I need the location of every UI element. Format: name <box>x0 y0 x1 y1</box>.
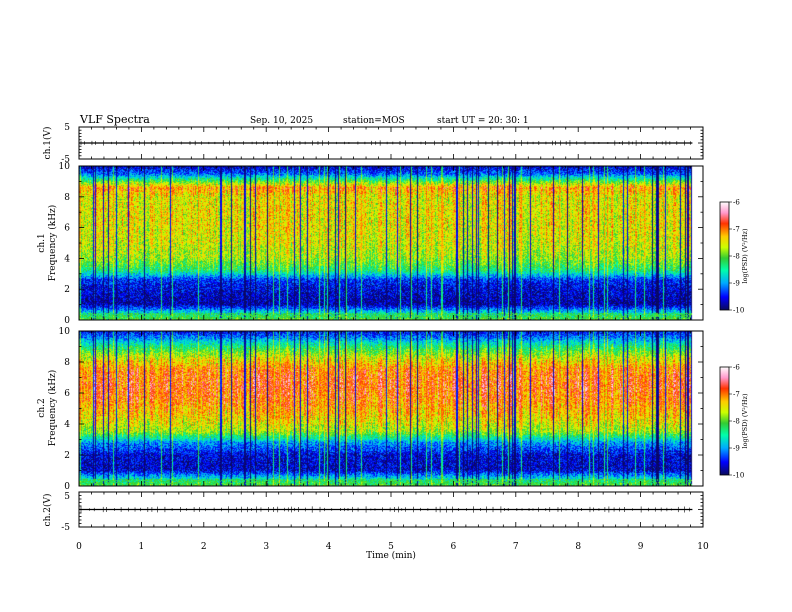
waveform-ch1-ylabel: ch.1(V) <box>42 127 53 160</box>
time-tick-label: 7 <box>513 542 519 552</box>
header-station: station=MOS <box>343 116 405 126</box>
spectrogram-ch2-ticks <box>78 330 704 487</box>
waveform-panel-ch2: 5 -5 ch.2(V) <box>42 491 704 533</box>
spectrogram-ch1-ticks <box>78 165 704 321</box>
time-tick-label: 10 <box>697 542 709 552</box>
x-axis-label: Time (min) <box>366 550 416 561</box>
colorbar-tick-label: -8 <box>733 253 740 261</box>
waveform-ch2-trace <box>79 506 693 513</box>
time-tick-label: 0 <box>76 542 82 552</box>
header-start-ut: start UT = 20: 30: 1 <box>437 116 529 126</box>
colorbar-tick-label: -6 <box>733 364 740 372</box>
frequency-tick-label: 0 <box>64 482 70 492</box>
colorbar-tick-label: -9 <box>733 445 740 453</box>
spectrogram-ch2-ytick-labels: 0 2 4 6 8 10 <box>59 327 71 492</box>
spectrogram-ch1-ytick-labels: 0 2 4 6 8 10 <box>59 162 71 326</box>
colorbar-tick-label: -6 <box>733 199 740 207</box>
spectrogram-ch2-ylabel-frequency: Frequency (kHz) <box>47 370 58 447</box>
waveform-ch2-ylabel: ch.2(V) <box>42 494 53 527</box>
colorbar-ch1-ticks: -6 -7 -8 -9 -10 <box>729 199 744 315</box>
spectrogram-panel-ch1: 0 2 4 6 8 10 ch.1 Frequency (kHz) -6 -7 -8 -9 -10… <box>37 162 749 326</box>
waveform-ch1-ytick-bottom: -5 <box>61 155 70 165</box>
waveform-ch2-ytick-bottom: -5 <box>61 523 70 533</box>
time-tick-label: 2 <box>201 542 207 552</box>
frequency-tick-label: 6 <box>64 224 70 234</box>
waveform-ch1-ticks <box>78 126 704 160</box>
colorbar-ch2-ticks: -6 -7 -8 -9 -10 <box>729 364 744 480</box>
time-tick-label: 5 <box>388 542 394 552</box>
colorbar-tick-label: -7 <box>733 226 740 234</box>
frequency-tick-label: 8 <box>64 193 70 203</box>
colorbar-tick-label: -9 <box>733 280 740 288</box>
colorbar-tick-label: -10 <box>733 307 744 315</box>
frequency-tick-label: 6 <box>64 389 70 399</box>
spectrogram-ch1-canvas <box>79 166 703 320</box>
spectrogram-ch1-ylabel-frequency: Frequency (kHz) <box>47 205 58 282</box>
waveform-ch1-trace <box>79 140 693 146</box>
time-tick-label: 1 <box>139 542 145 552</box>
time-tick-label: 8 <box>575 542 581 552</box>
header-date: Sep. 10, 2025 <box>250 116 313 126</box>
spectrogram-panel-ch2: 0 2 4 6 8 10 ch.2 Frequency (kHz) -6 -7 -8 -9 -10… <box>37 327 749 492</box>
spectrogram-ch1-area <box>79 166 703 320</box>
frequency-tick-label: 10 <box>59 327 71 337</box>
frequency-tick-label: 2 <box>64 285 70 295</box>
colorbar-tick-label: -7 <box>733 391 740 399</box>
time-tick-label: 3 <box>263 542 269 552</box>
frequency-tick-label: 8 <box>64 358 70 368</box>
time-tick-label: 9 <box>638 542 644 552</box>
colorbar-ch2 <box>719 366 730 476</box>
time-tick-label: 4 <box>326 542 332 552</box>
waveform-ch2-ytick-top: 5 <box>64 492 70 502</box>
frequency-tick-label: 4 <box>64 254 70 264</box>
colorbar-tick-label: -8 <box>733 418 740 426</box>
frequency-tick-label: 10 <box>59 162 71 172</box>
waveform-panel-ch1: 5 -5 ch.1(V) <box>42 123 704 165</box>
spectrogram-ch1-ylabel-channel: ch.1 <box>37 233 47 252</box>
time-tick-label: 6 <box>451 542 457 552</box>
spectrogram-ch2-area <box>79 331 703 486</box>
frequency-tick-label: 2 <box>64 451 70 461</box>
frequency-tick-label: 4 <box>64 420 70 430</box>
frequency-tick-label: 0 <box>64 316 70 326</box>
figure-title: VLF Spectra <box>79 113 150 126</box>
spectrogram-ch2-canvas <box>79 331 703 486</box>
waveform-ch1-ytick-top: 5 <box>64 123 70 133</box>
waveform-ch2-ticks <box>78 491 704 528</box>
x-axis-tick-labels: 0 1 2 3 4 5 6 7 8 9 10 <box>76 542 709 552</box>
colorbar-ch1 <box>719 201 730 311</box>
colorbar-tick-label: -10 <box>733 472 744 480</box>
colorbar-ch2-label: log(PSD) (V²/Hz) <box>741 393 749 448</box>
spectrogram-ch2-ylabel-channel: ch.2 <box>37 398 47 417</box>
colorbar-ch1-label: log(PSD) (V²/Hz) <box>741 228 749 283</box>
